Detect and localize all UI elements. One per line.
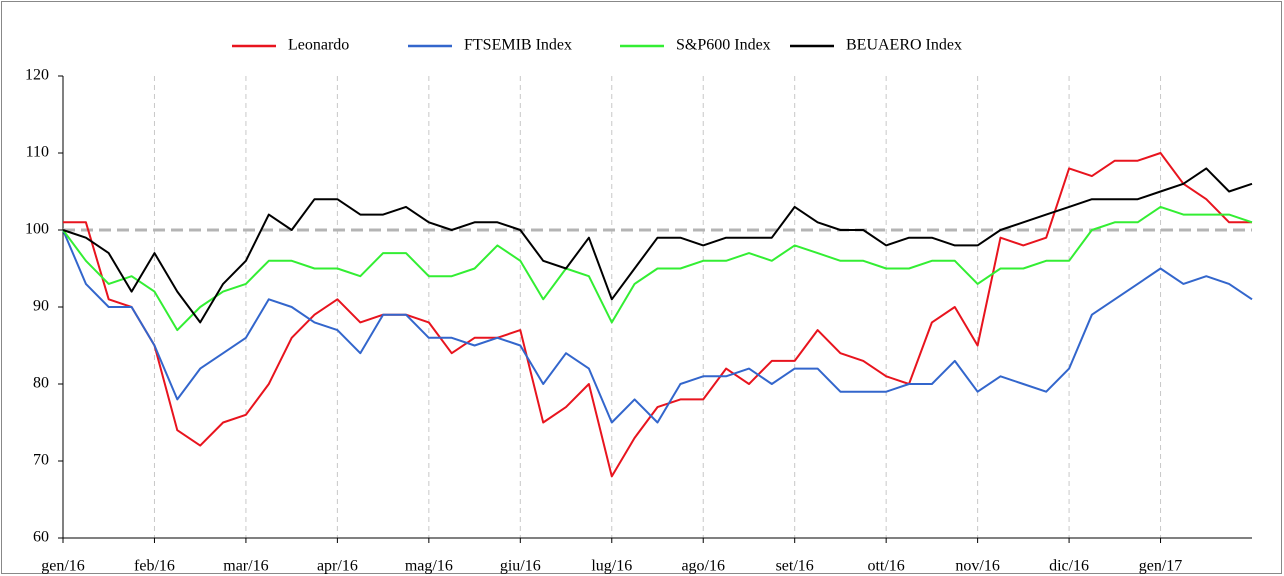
x-tick-label: apr/16 [317,558,358,575]
legend-label: BEUAERO Index [846,37,962,54]
x-tick-label: gen/16 [41,558,85,575]
y-tick-label: 90 [33,298,49,315]
y-tick-label: 100 [25,221,49,238]
series-line [62,167,1253,324]
series-line [62,205,1253,332]
x-tick-label: mar/16 [223,558,268,575]
legend-label: Leonardo [288,37,349,54]
series-line [63,152,1252,478]
y-tick-label: 70 [33,452,49,469]
x-tick-label: feb/16 [134,558,175,575]
x-tick-label: gen/17 [1139,558,1183,575]
legend-label: S&P600 Index [676,37,771,54]
x-tick-label: dic/16 [1049,558,1089,575]
x-tick-label: ago/16 [681,558,725,575]
x-tick-label: ott/16 [867,558,904,575]
x-tick-label: set/16 [776,558,814,575]
x-tick-label: lug/16 [591,558,632,575]
y-tick-label: 120 [25,67,49,84]
legend-label: FTSEMIB Index [464,37,572,54]
x-tick-label: nov/16 [955,558,999,575]
x-tick-label: mag/16 [405,558,453,575]
y-tick-label: 110 [26,144,49,161]
y-tick-label: 60 [33,529,49,546]
x-tick-label: giu/16 [500,558,541,575]
series-line [62,229,1253,424]
y-tick-label: 80 [33,375,49,392]
legend: Leonardo FTSEMIB Index S&P600 Index BEUAERO… [232,37,962,54]
